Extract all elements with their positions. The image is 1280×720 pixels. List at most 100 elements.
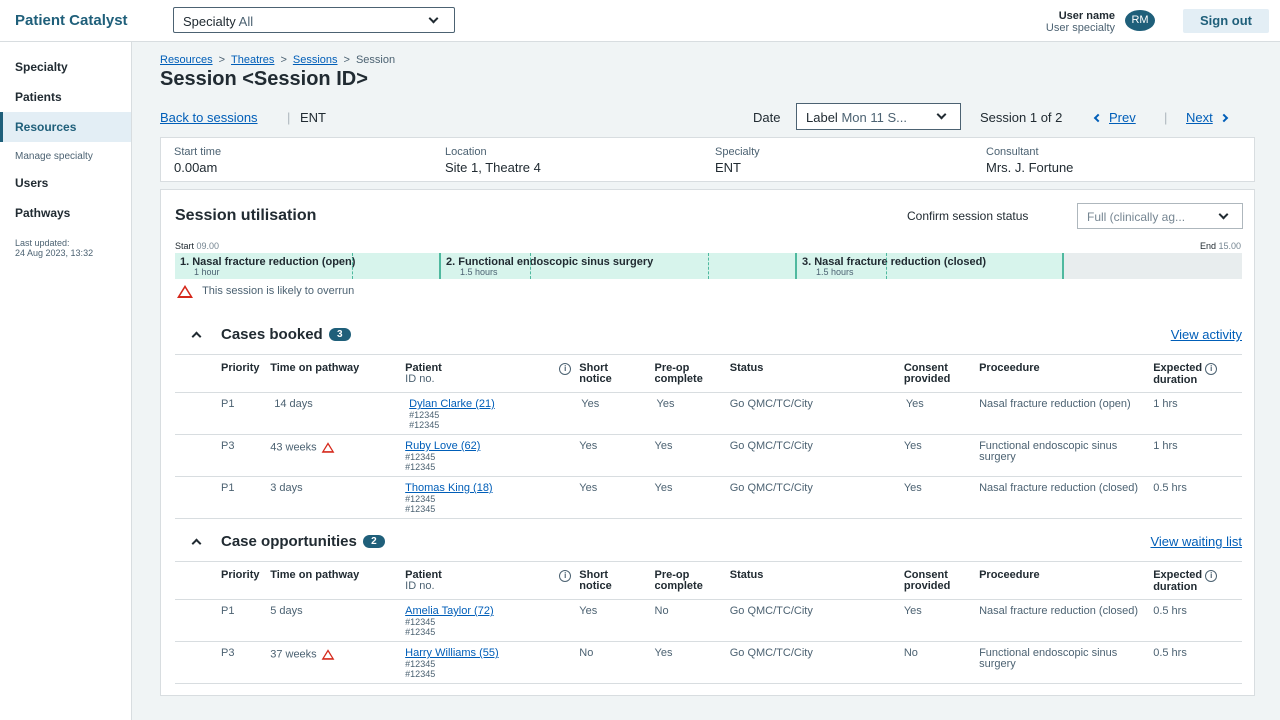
last-updated: Last updated: 24 Aug 2023, 13:32 (15, 238, 93, 258)
divider: | (1164, 110, 1168, 125)
table-header-row: Priority Time on pathway Patient i ID no. … (175, 354, 1242, 393)
timeline-block-duration: 1.5 hours (460, 267, 498, 277)
collapse-chevron-icon[interactable] (191, 331, 202, 342)
col-patient-label: Patient (405, 362, 442, 374)
col-short-notice-l1: Short (579, 569, 609, 581)
info-icon[interactable]: i (559, 570, 572, 582)
specialty-select-label: Specialty (183, 14, 236, 29)
view-waiting-list-link[interactable]: View waiting list (1150, 534, 1242, 549)
sidebar-item-specialty[interactable]: Specialty (15, 60, 68, 74)
collapse-chevron-icon[interactable] (191, 538, 202, 549)
col-consent-l1: Consent (903, 362, 948, 374)
timeline-start-time: 09.00 (196, 241, 220, 251)
timeline-block-2[interactable]: 2. Functional endoscopic sinus surgery 1… (441, 253, 797, 279)
info-key: Consultant (986, 146, 1039, 158)
case-opportunities-header: Case opportunities 2 View waiting list (175, 533, 1242, 553)
timeline-end: End 15.00 (1200, 241, 1241, 251)
session-status-select[interactable]: Full (clinically ag... (1077, 203, 1243, 229)
case-opportunities-table: Priority Time on pathway Patient i ID no. … (175, 561, 1242, 684)
sidebar-item-resources[interactable]: Resources (0, 112, 131, 142)
chevron-right-icon (1219, 113, 1228, 123)
breadcrumb-sessions[interactable]: Sessions (292, 54, 338, 66)
cell-duration: 0.5 hrs (1149, 641, 1242, 684)
col-procedure: Proceedure (975, 561, 1150, 600)
cell-time-value: 5 days (270, 605, 303, 617)
cases-booked-title: Cases booked 3 (221, 326, 351, 343)
info-icon[interactable]: i (559, 363, 572, 375)
cell-patient: Dylan Clarke (21) #12345 #12345 (401, 392, 576, 435)
info-icon[interactable]: i (1205, 363, 1218, 375)
sign-out-button[interactable]: Sign out (1183, 9, 1269, 33)
col-preop-l1: Pre-op (654, 569, 690, 581)
prev-session-button[interactable]: Prev (1093, 110, 1136, 125)
cell-patient: Amelia Taylor (72) #12345 #12345 (401, 599, 576, 642)
cell-patient: Thomas King (18) #12345 #12345 (401, 476, 576, 519)
cell-procedure: Nasal fracture reduction (open) (975, 392, 1150, 435)
breadcrumb-resources[interactable]: Resources (160, 54, 213, 66)
sidebar-item-pathways[interactable]: Pathways (15, 206, 71, 220)
col-duration-l2: duration (1153, 374, 1198, 386)
view-activity-link[interactable]: View activity (1170, 327, 1242, 342)
cell-time-value: 43 weeks (270, 441, 317, 454)
session-timeline: 1. Nasal fracture reduction (open) 1 hou… (175, 253, 1242, 279)
info-key: Location (445, 146, 487, 158)
cell-status: Go QMC/TC/City (725, 641, 900, 684)
last-updated-label: Last updated: (15, 238, 70, 248)
cell-priority: P1 (175, 392, 267, 435)
patient-id: #12345 (405, 617, 436, 627)
case-opportunities-count-badge: 2 (362, 535, 385, 548)
col-short-notice-l2: notice (579, 373, 612, 385)
session-specialty: ENT (300, 110, 326, 125)
patient-link[interactable]: Harry Williams (55) (405, 647, 499, 659)
app-brand[interactable]: Patient Catalyst (15, 12, 128, 29)
cell-duration: 0.5 hrs (1149, 476, 1242, 519)
cell-procedure: Functional endoscopic sinus surgery (975, 434, 1150, 477)
timeline-block-1[interactable]: 1. Nasal fracture reduction (open) 1 hou… (175, 253, 441, 279)
cases-booked-header: Cases booked 3 View activity (175, 326, 1242, 346)
date-select-label: Label (806, 110, 838, 125)
patient-link[interactable]: Ruby Love (62) (405, 440, 481, 452)
next-session-button[interactable]: Next (1186, 110, 1228, 125)
specialty-select[interactable]: Specialty All (173, 7, 455, 33)
timeline-block-duration: 1.5 hours (816, 267, 854, 277)
cell-duration: 1 hrs (1149, 392, 1242, 435)
avatar[interactable]: RM (1125, 10, 1155, 31)
breadcrumb-theatres[interactable]: Theatres (231, 54, 275, 66)
col-short-notice-l2: notice (579, 580, 612, 592)
cell-short-notice: Yes (575, 599, 651, 642)
col-preop-l2: complete (654, 373, 703, 385)
cell-duration: 1 hrs (1149, 434, 1242, 477)
cell-consent: Yes (899, 434, 976, 477)
info-value: ENT (715, 160, 741, 175)
patient-link[interactable]: Thomas King (18) (405, 482, 493, 494)
cases-booked-count-badge: 3 (328, 328, 351, 341)
cell-procedure: Nasal fracture reduction (closed) (975, 476, 1150, 519)
cell-status: Go QMC/TC/City (725, 434, 900, 477)
case-opportunities-title-text: Case opportunities (221, 533, 357, 550)
cases-booked-title-text: Cases booked (221, 326, 323, 343)
user-specialty: User specialty (1045, 22, 1115, 34)
col-duration-l2: duration (1153, 581, 1198, 593)
date-select[interactable]: Label Mon 11 S... (796, 103, 961, 130)
chevron-left-icon (1093, 113, 1103, 123)
back-to-sessions-link[interactable]: Back to sessions (160, 110, 258, 125)
col-time-on-pathway: Time on pathway (266, 561, 402, 600)
cell-short-notice: Yes (575, 476, 651, 519)
sidebar-item-users[interactable]: Users (15, 176, 49, 190)
timeline-block-title: 3. Nasal fracture reduction (closed) (802, 256, 986, 268)
timeline-block-3[interactable]: 3. Nasal fracture reduction (closed) 1.5… (797, 253, 1064, 279)
sidebar-item-patients[interactable]: Patients (15, 90, 62, 104)
user-info: User name User specialty (1046, 10, 1115, 34)
patient-link[interactable]: Amelia Taylor (72) (405, 605, 494, 617)
cell-status: Go QMC/TC/City (725, 476, 900, 519)
patient-id: #12345 (405, 669, 436, 679)
info-icon[interactable]: i (1205, 570, 1218, 582)
patient-link[interactable]: Dylan Clarke (21) (409, 398, 495, 410)
breadcrumb-separator: > (218, 54, 226, 66)
next-label: Next (1186, 110, 1213, 125)
table-row: P1 14 days Dylan Clarke (21) #12345 #12345… (175, 392, 1242, 435)
cell-preop: Yes (650, 641, 726, 684)
chevron-down-icon (936, 109, 947, 120)
warning-icon (321, 649, 335, 660)
session-utilisation-card: Session utilisation Confirm session stat… (160, 189, 1255, 696)
